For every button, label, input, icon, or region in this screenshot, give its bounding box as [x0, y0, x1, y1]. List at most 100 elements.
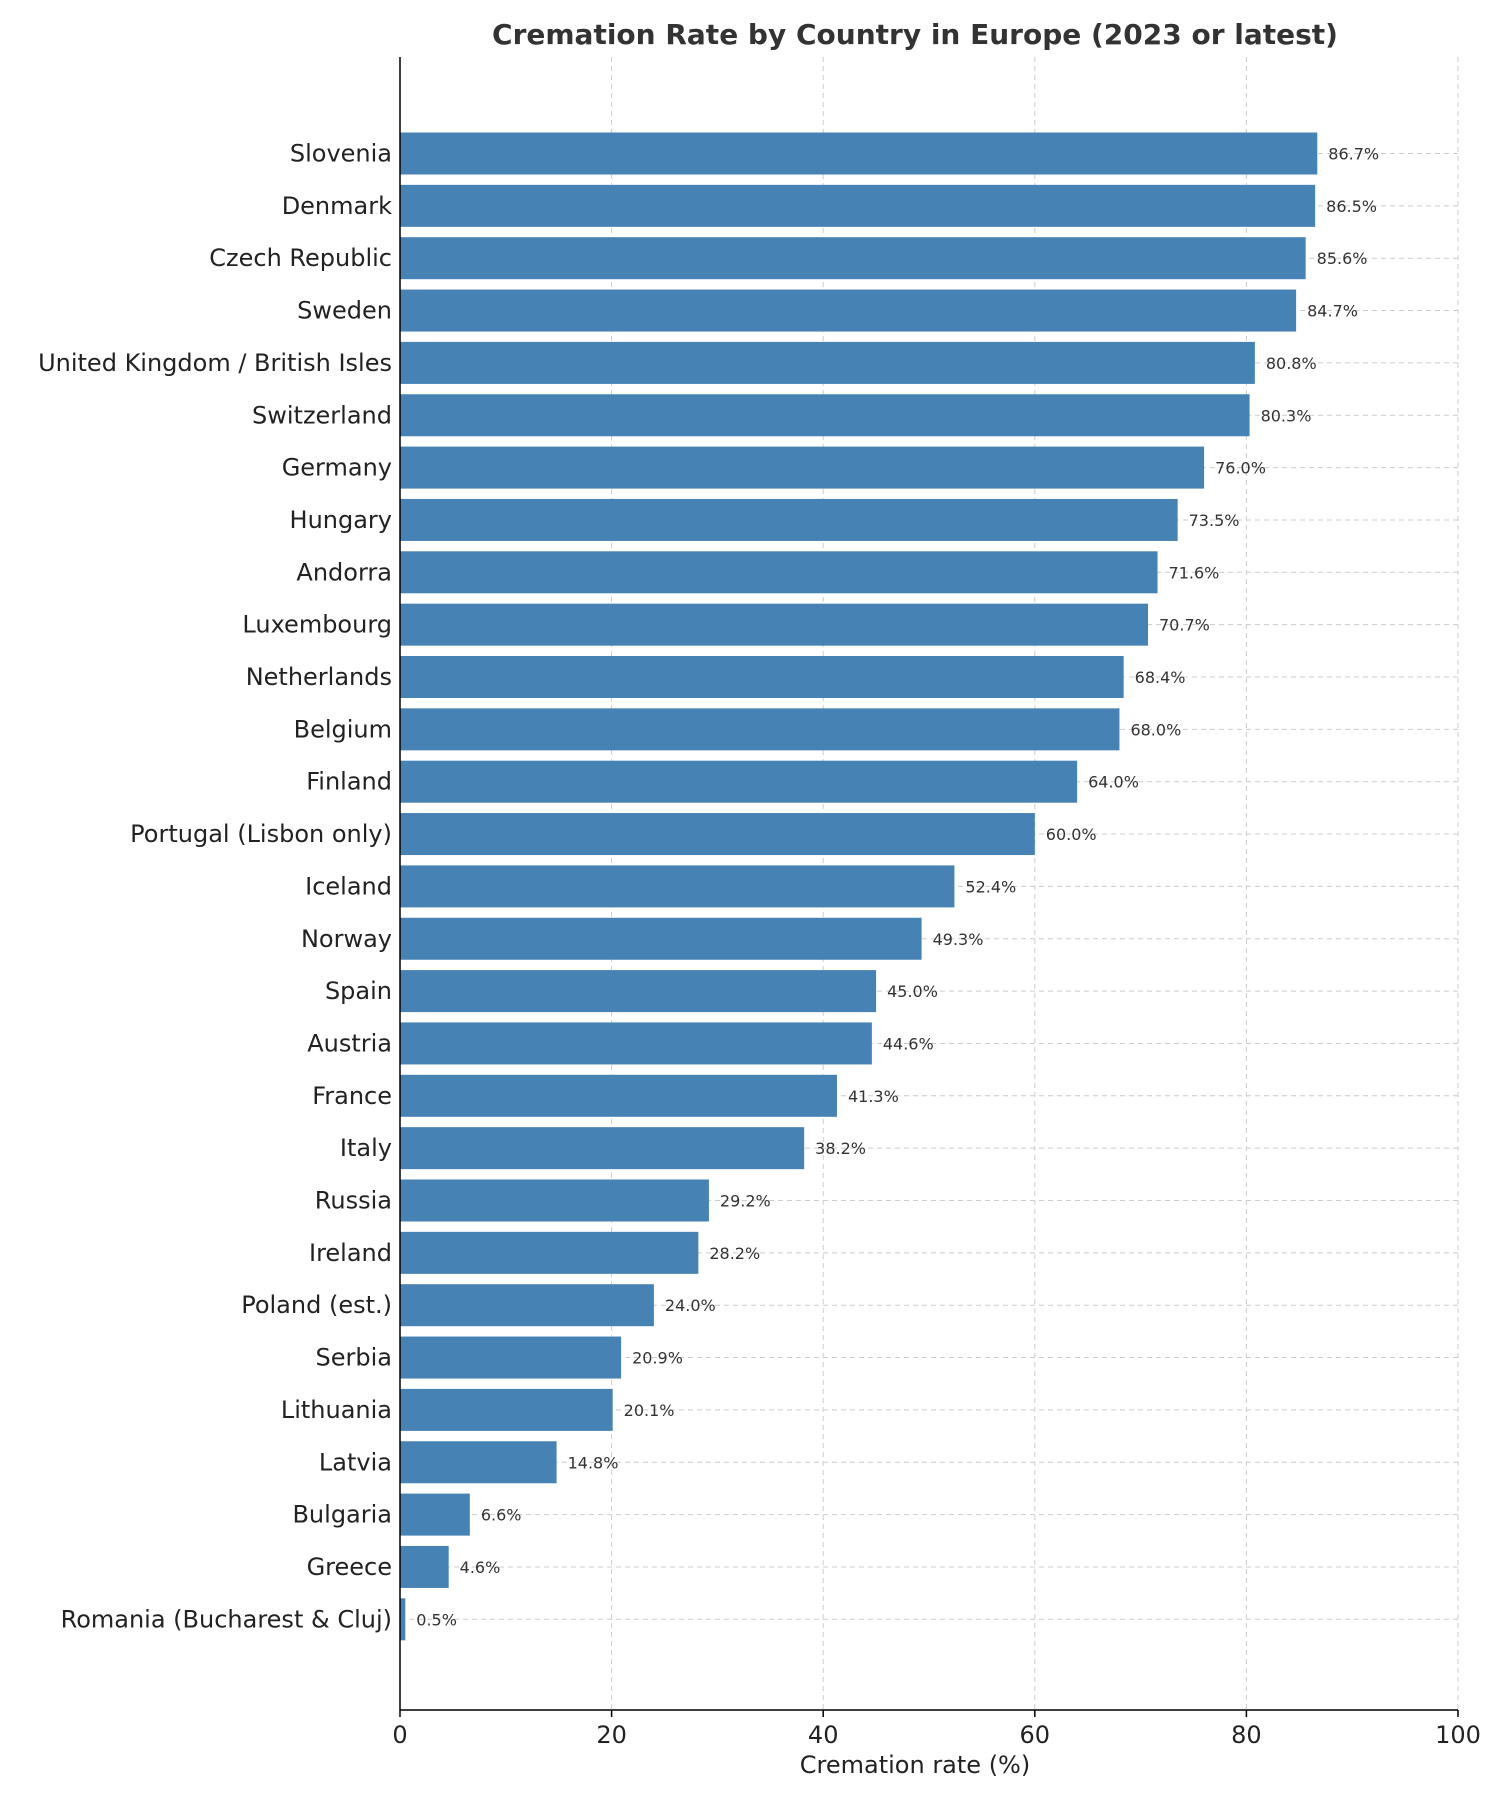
category-label: Iceland	[305, 872, 392, 900]
bar	[400, 132, 1318, 175]
axes: Slovenia Denmark Czech Republic Sweden Unite…	[38, 57, 1481, 1749]
bar-value-label: 20.1%	[624, 1401, 675, 1420]
category-label: Switzerland	[252, 401, 392, 429]
bar-value-label: 44.6%	[883, 1034, 934, 1053]
category-label: Finland	[306, 768, 392, 796]
bar	[400, 656, 1124, 698]
bar-value-label: 4.6%	[460, 1558, 501, 1577]
bar-value-label: 45.0%	[887, 982, 938, 1001]
bar	[400, 1074, 837, 1117]
bar-value-label: 73.5%	[1189, 511, 1240, 530]
bar	[400, 1179, 709, 1222]
x-tick-label: 80	[1231, 1721, 1262, 1749]
bar-value-label: 24.0%	[665, 1296, 716, 1315]
grid	[400, 57, 1459, 1710]
category-label: Latvia	[319, 1448, 392, 1476]
category-label: France	[312, 1082, 392, 1110]
chart-title: Cremation Rate by Country in Europe (202…	[492, 18, 1338, 51]
category-label: Bulgaria	[292, 1501, 392, 1529]
bar-value-label: 80.8%	[1266, 354, 1317, 373]
bar-value-label: 49.3%	[933, 930, 984, 949]
x-tick-label: 60	[1020, 1721, 1051, 1749]
bar	[400, 1127, 805, 1170]
bar	[400, 1231, 699, 1274]
category-label: Austria	[307, 1029, 392, 1057]
bar	[400, 1545, 449, 1588]
bars: 86.7% 86.5% 85.6% 84.7% 80.8% 80.3% 76.0% 73.5%…	[400, 132, 1379, 1641]
bar	[400, 813, 1035, 856]
bar-value-label: 29.2%	[720, 1192, 771, 1211]
bar-value-label: 84.7%	[1307, 302, 1358, 321]
bar	[400, 760, 1078, 803]
bar	[400, 551, 1158, 594]
bar-value-label: 28.2%	[709, 1244, 760, 1263]
category-label: Lithuania	[281, 1396, 392, 1424]
bar-value-label: 85.6%	[1317, 249, 1368, 268]
bar-value-label: 60.0%	[1046, 825, 1097, 844]
bar	[400, 184, 1316, 227]
category-label: Spain	[325, 977, 392, 1005]
bar-value-label: 71.6%	[1169, 563, 1220, 582]
category-label: Andorra	[296, 558, 392, 586]
bar	[400, 237, 1306, 280]
bar	[400, 394, 1250, 437]
bar-value-label: 52.4%	[965, 877, 1016, 896]
bar-value-label: 38.2%	[815, 1139, 866, 1158]
category-label: Ireland	[309, 1239, 392, 1267]
bar	[400, 498, 1178, 541]
bar	[400, 865, 955, 908]
bar	[400, 1284, 654, 1327]
bar-value-label: 64.0%	[1088, 773, 1139, 792]
bar	[400, 708, 1120, 751]
bar	[400, 1441, 557, 1484]
bar-value-label: 0.5%	[416, 1610, 457, 1629]
bar	[400, 341, 1255, 384]
bar	[400, 1598, 406, 1641]
x-tick-label: 40	[808, 1721, 839, 1749]
bar-value-label: 70.7%	[1159, 616, 1210, 635]
bar-value-label: 86.7%	[1328, 145, 1379, 164]
category-label: Romania (Bucharest & Cluj)	[61, 1605, 392, 1633]
x-tick-label: 0	[392, 1721, 407, 1749]
bar-value-label: 6.6%	[481, 1506, 522, 1525]
bar-value-label: 68.0%	[1130, 720, 1181, 739]
x-tick-label: 100	[1435, 1721, 1481, 1749]
category-label: Sweden	[297, 297, 392, 325]
bar-value-label: 14.8%	[568, 1453, 619, 1472]
bar-value-label: 68.4%	[1135, 668, 1186, 687]
category-label: Portugal (Lisbon only)	[130, 820, 392, 848]
bar	[400, 603, 1149, 646]
category-label: United Kingdom / British Isles	[38, 349, 392, 377]
category-label: Slovenia	[290, 140, 392, 168]
bar-value-label: 80.3%	[1261, 406, 1312, 425]
category-label: Poland (est.)	[241, 1291, 392, 1319]
bar	[400, 1493, 470, 1536]
bar	[400, 970, 877, 1013]
category-label: Luxembourg	[242, 611, 392, 639]
category-label: Italy	[340, 1134, 392, 1162]
bar-value-label: 41.3%	[848, 1087, 899, 1106]
category-label: Denmark	[282, 192, 392, 220]
category-label: Russia	[315, 1187, 392, 1215]
x-tick-label: 20	[596, 1721, 627, 1749]
bar	[400, 446, 1205, 489]
bar	[400, 917, 922, 960]
category-label: Hungary	[290, 506, 392, 534]
category-label: Greece	[307, 1553, 392, 1581]
bar-value-label: 20.9%	[632, 1349, 683, 1368]
category-label: Serbia	[316, 1344, 392, 1372]
bar	[400, 1388, 613, 1431]
bar	[400, 1022, 872, 1065]
category-label: Norway	[301, 925, 392, 953]
category-label: Czech Republic	[209, 244, 392, 272]
category-label: Belgium	[294, 715, 392, 743]
bar	[400, 289, 1297, 332]
category-label: Germany	[282, 454, 392, 482]
category-label: Netherlands	[246, 663, 392, 691]
bar-value-label: 76.0%	[1215, 459, 1266, 478]
bar-value-label: 86.5%	[1326, 197, 1377, 216]
bar	[400, 1336, 622, 1379]
x-axis-title: Cremation rate (%)	[800, 1751, 1030, 1779]
